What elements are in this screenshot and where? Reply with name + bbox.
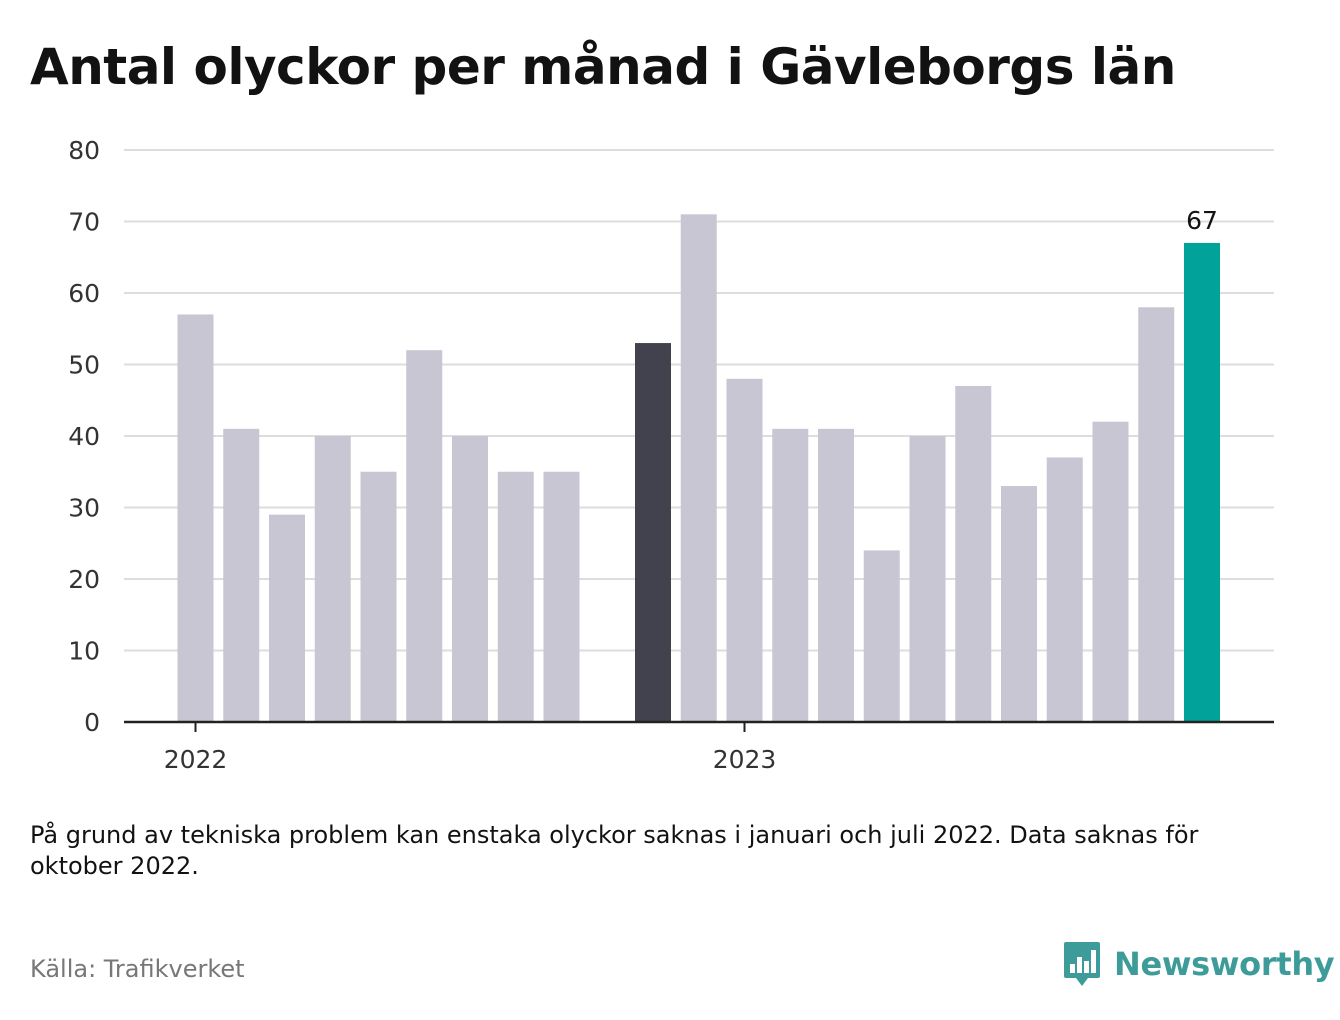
bar (680, 214, 717, 722)
bar (452, 436, 488, 722)
bar (772, 428, 809, 722)
bar (863, 550, 900, 722)
bar (1001, 486, 1037, 722)
bar (314, 436, 351, 722)
bar (223, 428, 260, 722)
y-tick-label: 70 (68, 208, 100, 237)
bar (1092, 421, 1129, 722)
y-tick-label: 30 (68, 494, 100, 523)
bar (1184, 242, 1220, 722)
bar (955, 385, 992, 722)
bar (269, 514, 305, 722)
x-tick-label: 2023 (713, 745, 777, 774)
y-tick-label: 80 (68, 136, 100, 165)
bar (909, 436, 946, 722)
y-tick-label: 20 (68, 565, 100, 594)
bar (726, 378, 763, 722)
bar (406, 350, 443, 722)
bar (543, 471, 580, 722)
bar-chart: 0 10 20 30 40 50 60 70 80 67 2022 2023 (68, 136, 1274, 774)
y-tick-label: 0 (84, 708, 100, 737)
bar (818, 428, 854, 722)
bar (360, 471, 397, 722)
bar (497, 471, 534, 722)
data-labels: 67 (1186, 206, 1218, 235)
bar-chart-speech-bubble-icon (1064, 942, 1100, 986)
x-axis-ticks: 2022 2023 (164, 722, 777, 774)
y-tick-label: 10 (68, 637, 100, 666)
x-tick-label: 2022 (164, 745, 228, 774)
source-text: Källa: Trafikverket (30, 955, 245, 983)
brand-name: Newsworthy (1114, 945, 1335, 983)
brand-logo[interactable]: Newsworthy (1062, 940, 1335, 988)
bar (1138, 307, 1175, 722)
chart-title: Antal olyckor per månad i Gävleborgs län (30, 38, 1176, 96)
bar (177, 314, 214, 722)
data-label: 67 (1186, 206, 1218, 235)
bar (635, 343, 671, 722)
footnote: På grund av tekniska problem kan enstaka… (30, 821, 1199, 880)
bars (177, 214, 1220, 722)
y-axis-ticks: 0 10 20 30 40 50 60 70 80 (68, 136, 100, 737)
y-tick-label: 60 (68, 279, 100, 308)
y-tick-label: 50 (68, 351, 100, 380)
bar (1046, 457, 1083, 722)
y-tick-label: 40 (68, 422, 100, 451)
